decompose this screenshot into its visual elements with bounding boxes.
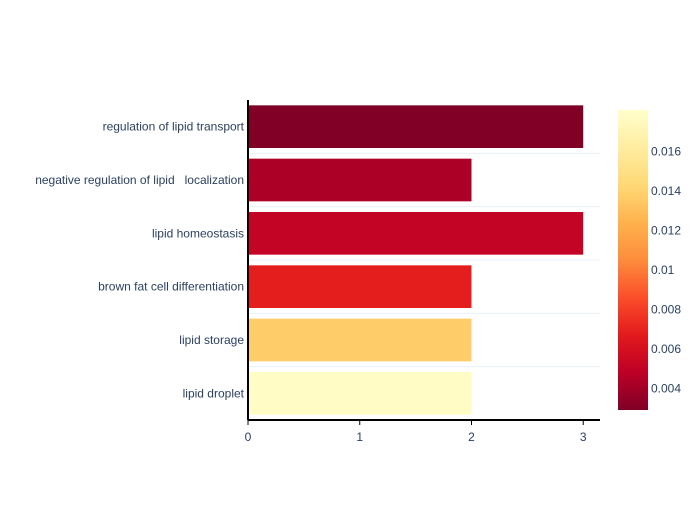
bars xyxy=(248,105,584,415)
colorbar-tick-label: 0.016 xyxy=(651,144,681,158)
x-tick-label: 2 xyxy=(468,430,475,444)
y-tick-label: brown fat cell differentiation xyxy=(98,280,244,294)
axes xyxy=(247,100,600,421)
y-tick-labels: regulation of lipid transport negative re… xyxy=(35,120,244,401)
y-tick-label: regulation of lipid transport xyxy=(103,120,245,134)
colorbar: 0.004 0.006 0.008 0.01 0.012 0.014 0.016 xyxy=(618,110,681,410)
y-tick-label: lipid droplet xyxy=(183,386,245,400)
bar[interactable] xyxy=(248,105,584,148)
y-tick-label: lipid storage xyxy=(179,333,244,347)
colorbar-tick-label: 0.014 xyxy=(651,184,681,198)
bar[interactable] xyxy=(248,318,472,362)
colorbar-tick-label: 0.01 xyxy=(651,263,675,277)
y-tick-label: negative regulation of lipid localizatio… xyxy=(35,173,244,187)
x-tick-labels: 0 1 2 3 xyxy=(245,420,587,444)
colorbar-tick-label: 0.012 xyxy=(651,223,681,237)
colorbar-tick-label: 0.004 xyxy=(651,381,681,395)
bar[interactable] xyxy=(248,265,472,308)
bar[interactable] xyxy=(248,158,472,202)
colorbar-gradient xyxy=(618,110,648,410)
grid-lines xyxy=(248,152,600,368)
x-tick-label: 1 xyxy=(356,430,363,444)
y-tick-label: lipid homeostasis xyxy=(152,226,244,240)
x-tick-label: 0 xyxy=(245,430,252,444)
x-tick-label: 3 xyxy=(580,430,587,444)
bar[interactable] xyxy=(248,212,584,255)
colorbar-tick-label: 0.008 xyxy=(651,302,681,316)
colorbar-tick-label: 0.006 xyxy=(651,342,681,356)
bar[interactable] xyxy=(248,372,472,415)
